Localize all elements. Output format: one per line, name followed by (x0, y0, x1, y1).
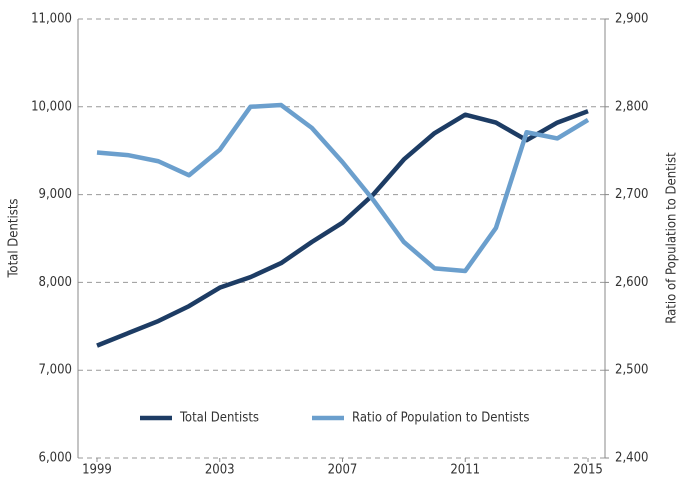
x-tick-label: 2015 (573, 463, 603, 478)
y2-tick-label: 2,800 (615, 99, 648, 114)
y2-tick-label: 2,700 (615, 187, 648, 202)
legend-label: Total Dentists (179, 411, 259, 426)
line-series (96, 109, 589, 348)
y-tick-label: 7,000 (39, 363, 72, 378)
x-tick-label: 2011 (450, 463, 480, 478)
legend-label: Ratio of Population to Dentists (352, 411, 529, 426)
y-tick-label: 10,000 (31, 99, 72, 114)
x-tick-label: 2003 (205, 463, 235, 478)
y2-axis-label: Ratio of Population to Dentist (665, 152, 680, 324)
y-tick-label: 6,000 (39, 451, 72, 466)
x-tick-label: 2007 (328, 463, 358, 478)
y2-tick-label: 2,500 (615, 363, 648, 378)
line-series (96, 102, 590, 274)
y-tick-label: 9,000 (39, 187, 72, 202)
y-tick-label: 8,000 (39, 275, 72, 290)
y2-tick-label: 2,400 (615, 451, 648, 466)
x-tick-label: 1999 (82, 463, 112, 478)
y-axis-label: Total Dentists (7, 198, 22, 278)
y-tick-label: 11,000 (31, 12, 72, 27)
y2-tick-label: 2,600 (615, 275, 648, 290)
y2-tick-label: 2,900 (615, 12, 648, 27)
